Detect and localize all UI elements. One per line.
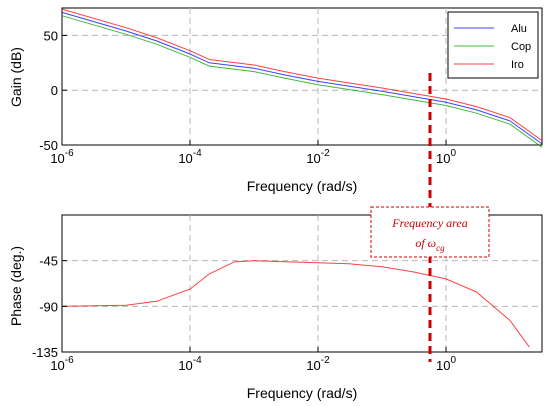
gain-x-tick-label: 10-6 [50,148,74,166]
gain-y-tick-label: -50 [39,138,58,153]
annotation-line-2: of ωcg [415,236,445,253]
gain-y-tick-label: 0 [51,83,58,98]
legend-box [447,11,539,79]
gain-series-group [61,8,543,148]
gain-series-line-cop [61,15,543,148]
gain-y-tick-label: 50 [44,28,58,43]
phase-x-ticks: 10-6 10-4 10-2 100 [50,347,456,373]
gain-plot: 10-6 10-4 10-2 100 50 0 -50 Frequency (rad/s)… [8,7,543,194]
phase-x-axis-label: Frequency (rad/s) [247,385,357,401]
crossover-annotation: Frequency area of ωcg [370,73,490,362]
phase-y-tick-label: -90 [39,299,58,314]
legend-label-cop: Cop [511,41,531,53]
phase-series-group [61,260,530,348]
legend: Alu Cop Iro [447,11,539,79]
gain-series-line-iro [61,8,543,142]
phase-y-axis-label: Phase (deg.) [8,246,24,326]
gain-plot-frame [61,7,543,146]
phase-y-tick-label: -135 [32,345,58,360]
phase-y-ticks: -45 -90 -135 [32,254,67,360]
gain-x-ticks: 10-6 10-4 10-2 100 [50,140,456,166]
annotation-line-1: Frequency area [391,216,467,230]
phase-x-tick-label: 10-6 [50,355,74,373]
gain-series-line-alu [61,11,543,145]
legend-label-alu: Alu [511,23,527,35]
phase-x-tick-label: 100 [436,355,456,373]
gain-x-tick-label: 10-2 [306,148,330,166]
gain-y-ticks: 50 0 -50 [39,28,67,153]
phase-plot-frame [61,214,543,353]
gain-y-axis-label: Gain (dB) [8,47,24,107]
gain-x-tick-label: 100 [436,148,456,166]
phase-x-tick-label: 10-4 [178,355,202,373]
annotation-box [370,206,490,258]
gain-x-tick-label: 10-4 [178,148,202,166]
legend-items: Alu Cop Iro [454,23,531,71]
legend-label-iro: Iro [511,59,524,71]
phase-x-tick-label: 10-2 [306,355,330,373]
phase-plot: 10-6 10-4 10-2 100 -45 -90 -135 Frequency (ra… [8,214,543,401]
gain-x-axis-label: Frequency (rad/s) [247,178,357,194]
phase-y-tick-label: -45 [39,254,58,269]
phase-series-line-0 [61,260,530,348]
